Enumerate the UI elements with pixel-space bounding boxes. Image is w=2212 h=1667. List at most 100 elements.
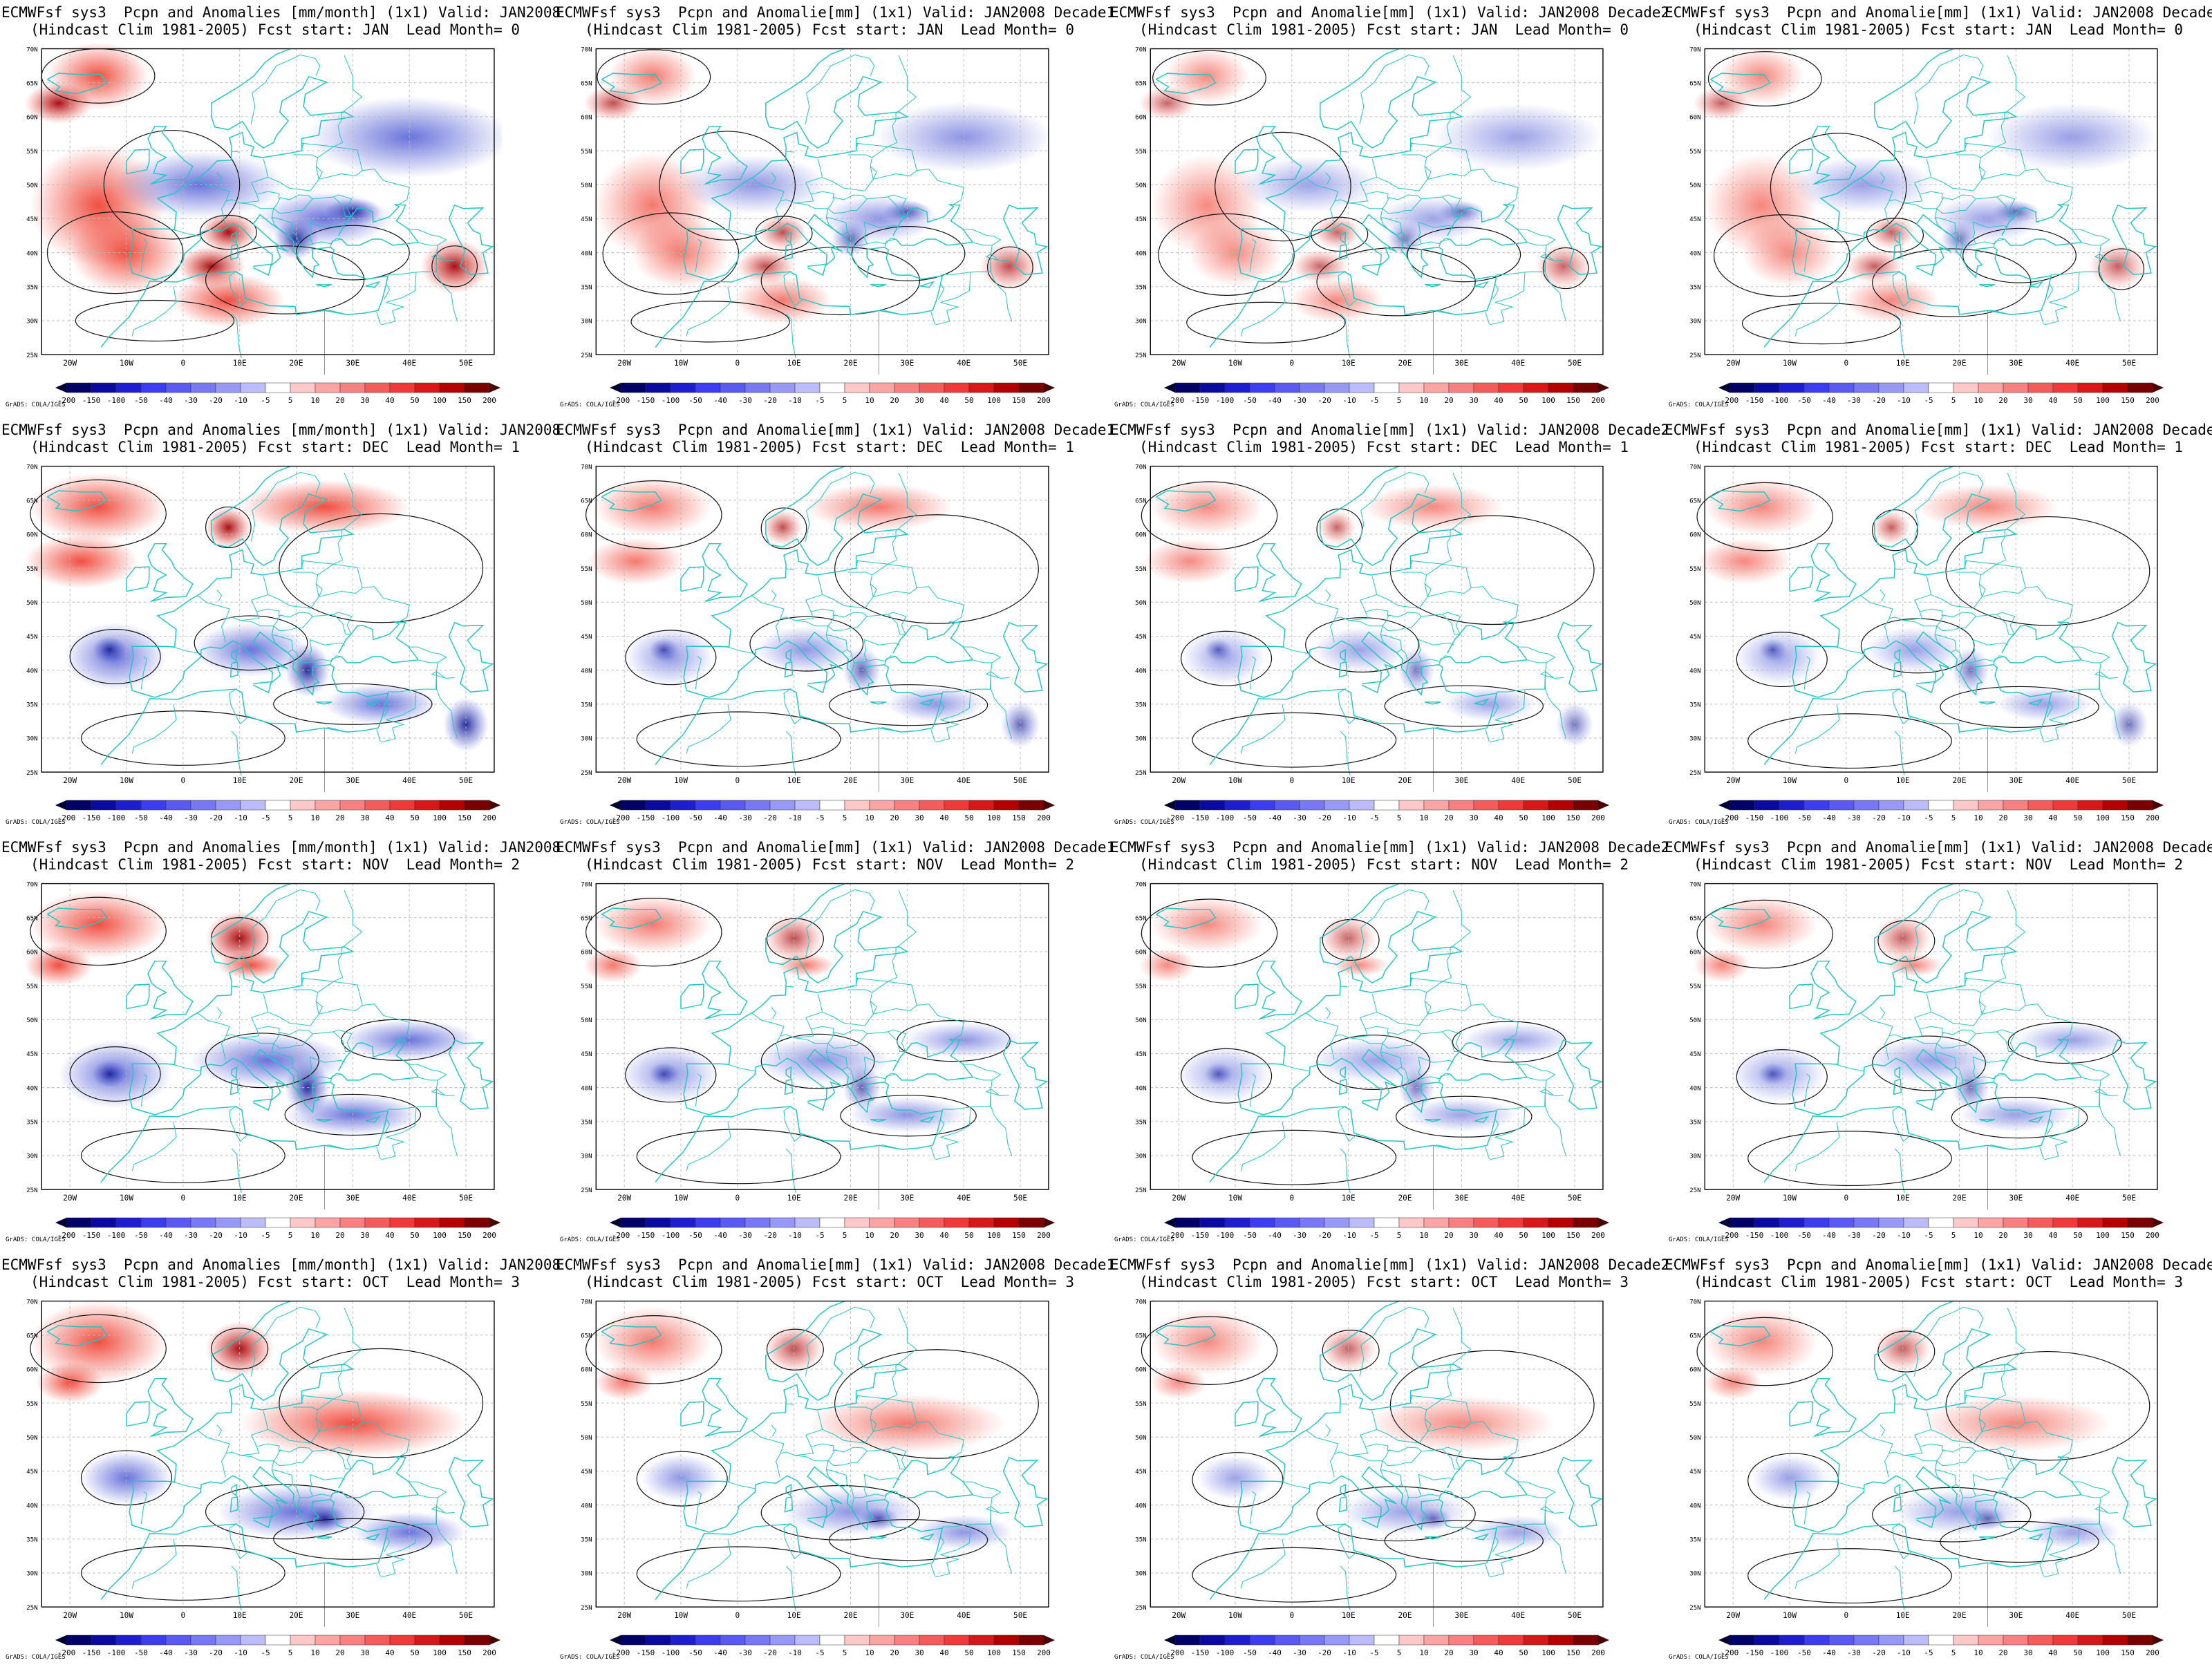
border-line (964, 229, 1002, 246)
border-line (1963, 54, 1984, 77)
border-line (327, 309, 348, 315)
border-line (216, 590, 223, 602)
coastline (1915, 681, 1936, 694)
lat-tick-label: 40N (1135, 1084, 1147, 1092)
colorbar-credit: GrADS: COLA/IGES (1669, 1654, 1729, 1661)
contour-line (636, 1129, 841, 1185)
border-line (1545, 1506, 1554, 1513)
border-line (854, 1306, 875, 1329)
border-line (1976, 196, 2014, 218)
lon-tick-label: 0 (1844, 1194, 1849, 1203)
colorbar-swatch (190, 800, 216, 811)
contour-line (1407, 227, 1521, 283)
contour-line (80, 1128, 285, 1183)
colorbar-level-label: -50 (1243, 1648, 1257, 1657)
lat-tick-label: 25N (1135, 1187, 1147, 1194)
contour-line (30, 479, 167, 549)
colorbar-level-label: 20 (335, 1648, 344, 1657)
panel-subtitle: (Hindcast Clim 1981-2005) Fcst start: OC… (584, 1274, 1074, 1290)
contour-line (1389, 1350, 1595, 1460)
colorbar-level-label: 30 (915, 1648, 924, 1657)
border-line (312, 241, 333, 245)
border-line (1936, 194, 1976, 214)
border-line (140, 656, 148, 690)
lon-tick-label: 10E (1342, 359, 1356, 368)
europe-map: 20W 10W 0 10E 20E 30E 40E 50E70N65N60N55N50N45N… (1689, 463, 2158, 792)
colorbar-swatch (1224, 1635, 1250, 1646)
border-line (1405, 245, 1409, 256)
lon-tick-label: 0 (1290, 1194, 1295, 1203)
lon-tick-label: 40E (402, 776, 416, 785)
colorbar-level-label: -5 (261, 813, 270, 822)
border-line (888, 194, 907, 217)
border-line (1421, 658, 1442, 662)
lon-tick-label: 20W (1726, 1611, 1740, 1620)
lon-tick-label: 10E (233, 1611, 247, 1620)
border-line (2049, 272, 2080, 303)
lon-tick-label: 50E (2122, 1194, 2136, 1203)
border-line (780, 576, 823, 621)
lon-tick-label: 50E (2122, 776, 2136, 785)
colorbar-arrow-low (1164, 383, 1175, 393)
country-borders (1794, 1306, 2121, 1627)
panel-title: ECMWFsf sys3 Pcpn and Anomalie[mm] (1x1)… (1665, 1256, 2212, 1273)
lat-tick-label: 40N (1689, 667, 1701, 675)
colorbar-level-label: 100 (1541, 813, 1555, 822)
border-line (1338, 688, 1358, 725)
colorbar-level-label: -100 (662, 396, 680, 405)
colorbar-swatch (968, 1217, 995, 1228)
dry-anomaly (1204, 638, 1232, 661)
coastline (1338, 243, 1348, 261)
colorbar-swatch (2127, 382, 2153, 393)
colorbar-level-label: 5 (1397, 1231, 1402, 1240)
colorbar-level-label: -50 (1797, 1231, 1811, 1240)
colorbar-level-label: 10 (310, 1231, 319, 1240)
colorbar-swatch (1324, 1635, 1350, 1646)
border-line (386, 272, 417, 303)
colorbar-level-label: -50 (134, 813, 148, 822)
border-line (231, 1565, 242, 1611)
colorbar-swatch (1224, 800, 1250, 811)
map-frame (41, 465, 495, 773)
border-line (1965, 1395, 1967, 1402)
border-line (2039, 1147, 2044, 1160)
colorbar-swatch (2077, 382, 2103, 393)
lat-tick-label: 70N (1135, 463, 1147, 471)
border-line (864, 1473, 900, 1480)
colorbar-arrow-high (2153, 800, 2164, 810)
coastline (1894, 1483, 1901, 1497)
lon-tick-label: 20E (290, 1194, 303, 1203)
colorbar-level-label: 100 (987, 396, 1001, 405)
border-line (888, 612, 907, 634)
lon-tick-label: 10W (1228, 359, 1242, 368)
colorbar-level-label: -5 (261, 1231, 270, 1240)
border-line (1409, 1306, 1430, 1329)
border-line (870, 1001, 877, 1015)
country-borders (686, 54, 1013, 375)
lon-tick-label: 30E (2009, 1611, 2023, 1620)
border-line (1450, 473, 1472, 538)
border-line (1996, 563, 2026, 588)
anomaly-shading (586, 478, 1040, 748)
panel-title: ECMWFsf sys3 Pcpn and Anomalie[mm] (1x1)… (556, 839, 1116, 856)
border-line (288, 1474, 313, 1498)
border-line (1994, 1490, 2005, 1497)
border-line (783, 688, 803, 725)
lat-tick-label: 45N (1135, 216, 1147, 223)
border-line (990, 671, 1013, 740)
colorbar-level-label: 150 (458, 1648, 471, 1657)
border-line (1951, 1474, 1976, 1498)
colorbar-arrow-high (1598, 1218, 1609, 1227)
colorbar-level-label: 5 (1397, 1648, 1402, 1657)
border-line (888, 1447, 907, 1469)
colorbar-swatch (620, 382, 646, 393)
colorbar-swatch (1374, 1635, 1400, 1646)
coastline (1447, 621, 1528, 663)
border-line (1794, 286, 1840, 337)
border-line (935, 1554, 959, 1578)
colorbar-level-label: -40 (159, 1231, 173, 1240)
wet-anomaly (36, 1362, 104, 1404)
colorbar-swatch (2102, 1217, 2128, 1228)
lon-tick-label: 10E (1342, 1194, 1356, 1203)
coastline (2001, 1456, 2082, 1498)
